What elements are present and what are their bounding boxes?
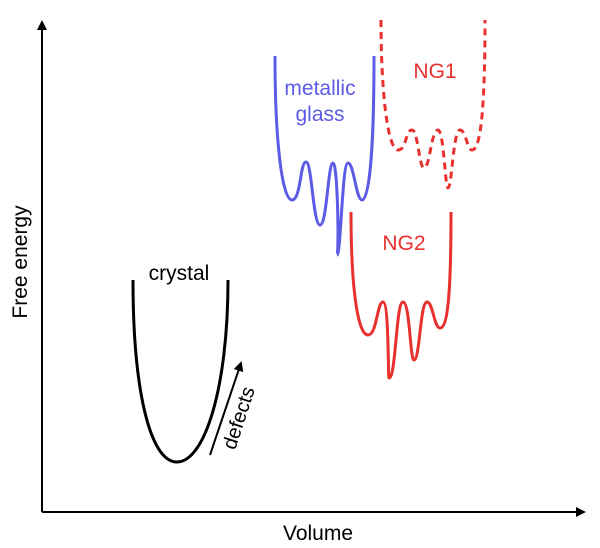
ng2-label: NG2 [382, 232, 425, 255]
defects-label: defects [219, 384, 260, 452]
crystal-label: crystal [149, 262, 210, 285]
metallic-glass-label-line2: glass [295, 103, 344, 126]
metallic-glass-label-line1: metallic [284, 77, 355, 100]
x-axis-label: Volume [283, 522, 353, 545]
defects-arrow [209, 361, 244, 456]
ng1-label: NG1 [413, 60, 456, 83]
ng1-curve [379, 19, 487, 190]
metallic-glass-curve [273, 55, 376, 257]
y-axis-label: Free energy [9, 205, 32, 319]
ng2-curve [349, 211, 453, 380]
crystal-curve [131, 279, 230, 464]
